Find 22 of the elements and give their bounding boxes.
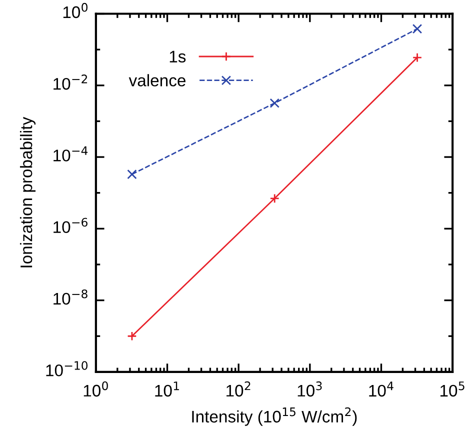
legend-label: valence xyxy=(128,74,186,86)
point xyxy=(412,24,422,34)
x-tick-label: 10$^{0}$ xyxy=(84,381,108,397)
x-tick-label: 10$^{4}$ xyxy=(369,382,394,397)
point xyxy=(270,194,280,204)
y-tick-label: 10$^{0}$ xyxy=(63,2,88,18)
x-tick-label: 10$^{3}$ xyxy=(298,381,322,397)
legend-label: 1s xyxy=(170,50,186,62)
y-tick-label: 10$^{−6}$ xyxy=(54,218,88,234)
point xyxy=(270,98,280,108)
point xyxy=(127,169,137,180)
y-tick-label: 10$^{−10}$ xyxy=(46,361,88,376)
y-tick-label: 10$^{−2}$ xyxy=(54,74,88,90)
point xyxy=(412,52,422,62)
point xyxy=(127,331,137,341)
y-tick-label: 10$^{−8}$ xyxy=(54,289,88,305)
x-tick-label: 10$^{2}$ xyxy=(226,381,250,397)
x-tick-label: 10$^{5}$ xyxy=(440,382,464,397)
x-tick-label: 10$^{1}$ xyxy=(155,382,179,397)
y-tick-label: 10$^{−4}$ xyxy=(54,146,88,162)
y-axis-title: Ionization probability xyxy=(20,116,36,268)
x-axis-title: Intensity (10$^{15}$ W/cm$^{2}$) xyxy=(192,407,357,426)
